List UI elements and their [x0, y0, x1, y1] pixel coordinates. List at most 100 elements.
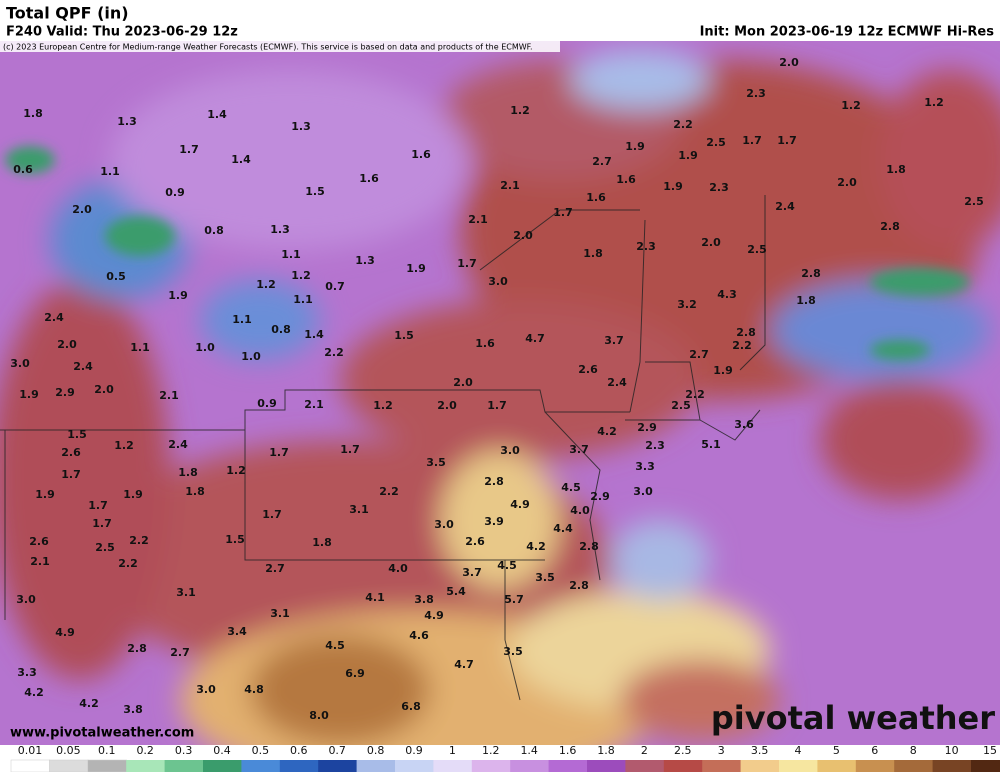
map-label: 2.6: [61, 446, 81, 459]
colorbar-label: 5: [833, 744, 840, 757]
map-label: 1.9: [35, 488, 55, 501]
map-label: 2.1: [30, 555, 50, 568]
map-label: 2.0: [57, 338, 77, 351]
colorbar-swatch: [241, 760, 281, 772]
map-label: 1.0: [241, 350, 261, 363]
map-label: 3.0: [16, 593, 36, 606]
map-label: 2.1: [468, 213, 488, 226]
map-label: 1.1: [100, 165, 120, 178]
map-label: 2.0: [453, 376, 473, 389]
colorbar-swatch: [894, 760, 934, 772]
map-label: 0.8: [204, 224, 224, 237]
map-label: 2.8: [579, 540, 599, 553]
colorbar-swatch: [49, 759, 89, 772]
map-label: 2.4: [607, 376, 627, 389]
map-label: 5.4: [446, 585, 466, 598]
init-time: Init: Mon 2023-06-19 12z ECMWF Hi-Res: [700, 25, 995, 40]
colorbar-swatch: [87, 759, 127, 772]
map-label: 2.2: [732, 339, 752, 352]
colorbar-swatch: [356, 760, 396, 772]
colorbar-label: 0.7: [328, 744, 346, 757]
map-label: 3.0: [488, 275, 508, 288]
map-label: 1.6: [411, 148, 431, 161]
colorbar-swatch: [855, 760, 895, 772]
map-label: 2.4: [775, 200, 795, 213]
map-label: 1.4: [207, 108, 227, 121]
map-label: 2.8: [736, 326, 756, 339]
map-label: 3.2: [677, 298, 697, 311]
map-label: 2.3: [636, 240, 656, 253]
colorbar-label: 3.5: [751, 744, 769, 757]
map-label: 4.2: [24, 686, 44, 699]
map-label: 0.8: [271, 323, 291, 336]
map-label: 4.8: [244, 683, 264, 696]
map-label: 1.1: [293, 293, 313, 306]
colorbar-swatch: [279, 760, 319, 772]
map: [0, 41, 1000, 745]
map-label: 3.9: [484, 515, 504, 528]
map-label: 3.1: [270, 607, 290, 620]
colorbar-swatch: [203, 760, 242, 772]
colorbar-label: 0.2: [136, 744, 154, 757]
colorbar-label: 0.5: [252, 744, 270, 757]
map-label: 2.5: [671, 399, 691, 412]
map-label: 1.2: [226, 464, 246, 477]
map-label: 1.4: [304, 328, 324, 341]
map-label: 2.4: [73, 360, 93, 373]
map-label: 1.8: [796, 294, 816, 307]
colorbar-label: 15: [983, 744, 997, 757]
map-label: 2.7: [170, 646, 190, 659]
map-label: 2.4: [44, 311, 64, 324]
colorbar-label: 3: [718, 744, 725, 757]
map-label: 2.0: [837, 176, 857, 189]
map-label: 2.0: [701, 236, 721, 249]
colorbar-swatch: [471, 760, 511, 772]
map-label: 1.7: [457, 257, 477, 270]
copyright: (c) 2023 European Centre for Medium-rang…: [3, 43, 533, 52]
colorbar-label: 1.4: [520, 744, 538, 757]
map-label: 4.5: [497, 559, 517, 572]
map-label: 3.1: [176, 586, 196, 599]
map-labels: 2.0 2.3 1.2 1.2 1.2 1.8 1.3 1.4 1.3 2.2 1.7 1.9 2.5 1…: [10, 56, 984, 722]
map-label: 1.0: [195, 341, 215, 354]
map-label: 2.0: [513, 229, 533, 242]
colorbar-label: 1.8: [597, 744, 615, 757]
map-label: 2.7: [265, 562, 285, 575]
map-label: 1.8: [178, 466, 198, 479]
map-label: 4.9: [510, 498, 530, 511]
colorbar-swatch: [126, 760, 166, 772]
map-label: 0.5: [106, 270, 126, 283]
map-label: 6.8: [401, 700, 421, 713]
colorbar-swatch: [817, 760, 857, 772]
colorbar-swatch: [318, 760, 358, 772]
map-label: 1.2: [841, 99, 861, 112]
map-label: 2.1: [159, 389, 179, 402]
map-label: 2.2: [673, 118, 693, 131]
title: Total QPF (in): [6, 4, 129, 23]
map-label: 5.1: [701, 438, 721, 451]
colorbar-label: 1: [449, 744, 456, 757]
colorbar: 0.01 0.05 0.1 0.2 0.3 0.4 0.5 0.6 0.7 0.8 0.9 1 1.2 1…: [10, 744, 1000, 772]
map-label: 4.2: [79, 697, 99, 710]
map-label: 1.9: [168, 289, 188, 302]
map-label: 2.8: [880, 220, 900, 233]
map-label: 1.9: [625, 140, 645, 153]
copyright-bg: [0, 41, 560, 52]
map-label: 1.2: [510, 104, 530, 117]
map-label: 6.9: [345, 667, 365, 680]
map-label: 2.8: [801, 267, 821, 280]
map-label: 2.6: [578, 363, 598, 376]
map-label: 0.9: [257, 397, 277, 410]
map-label: 1.2: [924, 96, 944, 109]
map-label: 4.9: [55, 626, 75, 639]
map-label: 1.7: [92, 517, 112, 530]
map-label: 2.2: [685, 388, 705, 401]
map-label: 1.7: [487, 399, 507, 412]
colorbar-swatch: [663, 760, 703, 772]
colorbar-swatch: [164, 760, 204, 772]
map-label: 3.5: [535, 571, 555, 584]
map-label: 1.1: [232, 313, 252, 326]
colorbar-label: 1.6: [559, 744, 577, 757]
map-label: 2.5: [706, 136, 726, 149]
map-label: 1.7: [262, 508, 282, 521]
